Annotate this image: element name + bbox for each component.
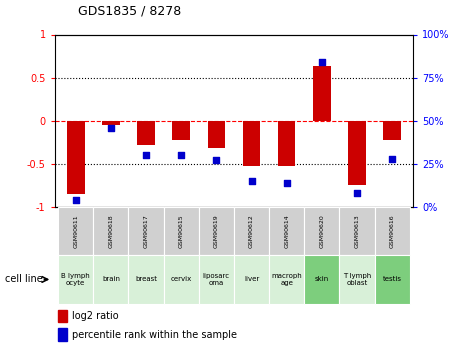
Bar — [102, 121, 120, 125]
Bar — [128, 255, 163, 304]
Text: GSM90614: GSM90614 — [284, 214, 289, 248]
Bar — [199, 255, 234, 304]
Bar — [93, 207, 128, 255]
Text: liposarc
oma: liposarc oma — [203, 273, 230, 286]
Text: breast: breast — [135, 276, 157, 283]
Point — [142, 152, 150, 158]
Text: GSM90616: GSM90616 — [390, 214, 395, 248]
Text: B lymph
ocyte: B lymph ocyte — [61, 273, 90, 286]
Text: macroph
age: macroph age — [271, 273, 302, 286]
Bar — [340, 207, 375, 255]
Bar — [163, 207, 199, 255]
Text: cervix: cervix — [171, 276, 192, 283]
Point — [212, 158, 220, 163]
Bar — [58, 207, 93, 255]
Bar — [304, 207, 340, 255]
Bar — [172, 121, 190, 140]
Point — [283, 180, 291, 186]
Bar — [278, 121, 295, 166]
Text: GSM90619: GSM90619 — [214, 214, 219, 248]
Text: GDS1835 / 8278: GDS1835 / 8278 — [78, 4, 181, 17]
Bar — [348, 121, 366, 186]
Bar — [199, 207, 234, 255]
Text: liver: liver — [244, 276, 259, 283]
Text: GSM90611: GSM90611 — [73, 214, 78, 248]
Text: T lymph
oblast: T lymph oblast — [343, 273, 371, 286]
Bar — [269, 255, 304, 304]
Bar — [67, 121, 85, 194]
Text: GSM90615: GSM90615 — [179, 214, 184, 248]
Bar — [58, 310, 67, 322]
Point — [72, 197, 79, 203]
Text: GSM90617: GSM90617 — [143, 214, 149, 248]
Point — [177, 152, 185, 158]
Bar — [163, 255, 199, 304]
Bar — [304, 255, 340, 304]
Bar — [208, 121, 225, 148]
Text: brain: brain — [102, 276, 120, 283]
Text: log2 ratio: log2 ratio — [72, 311, 119, 321]
Bar — [375, 207, 410, 255]
Bar — [340, 255, 375, 304]
Text: GSM90612: GSM90612 — [249, 214, 254, 248]
Bar — [93, 255, 128, 304]
Text: cell line: cell line — [5, 275, 42, 284]
Bar — [128, 207, 163, 255]
Bar — [137, 121, 155, 145]
Bar — [234, 207, 269, 255]
Text: testis: testis — [383, 276, 402, 283]
Point — [318, 59, 326, 65]
Point — [107, 125, 114, 130]
Point — [389, 156, 396, 161]
Bar — [313, 66, 331, 121]
Bar — [375, 255, 410, 304]
Point — [353, 190, 361, 196]
Text: GSM90618: GSM90618 — [108, 214, 114, 248]
Bar — [58, 328, 67, 341]
Text: skin: skin — [315, 276, 329, 283]
Text: GSM90613: GSM90613 — [354, 214, 360, 248]
Text: percentile rank within the sample: percentile rank within the sample — [72, 330, 238, 339]
Text: GSM90620: GSM90620 — [319, 214, 324, 248]
Bar — [234, 255, 269, 304]
Bar — [58, 255, 93, 304]
Bar — [269, 207, 304, 255]
Point — [248, 178, 256, 184]
Bar — [383, 121, 401, 140]
Bar — [243, 121, 260, 166]
